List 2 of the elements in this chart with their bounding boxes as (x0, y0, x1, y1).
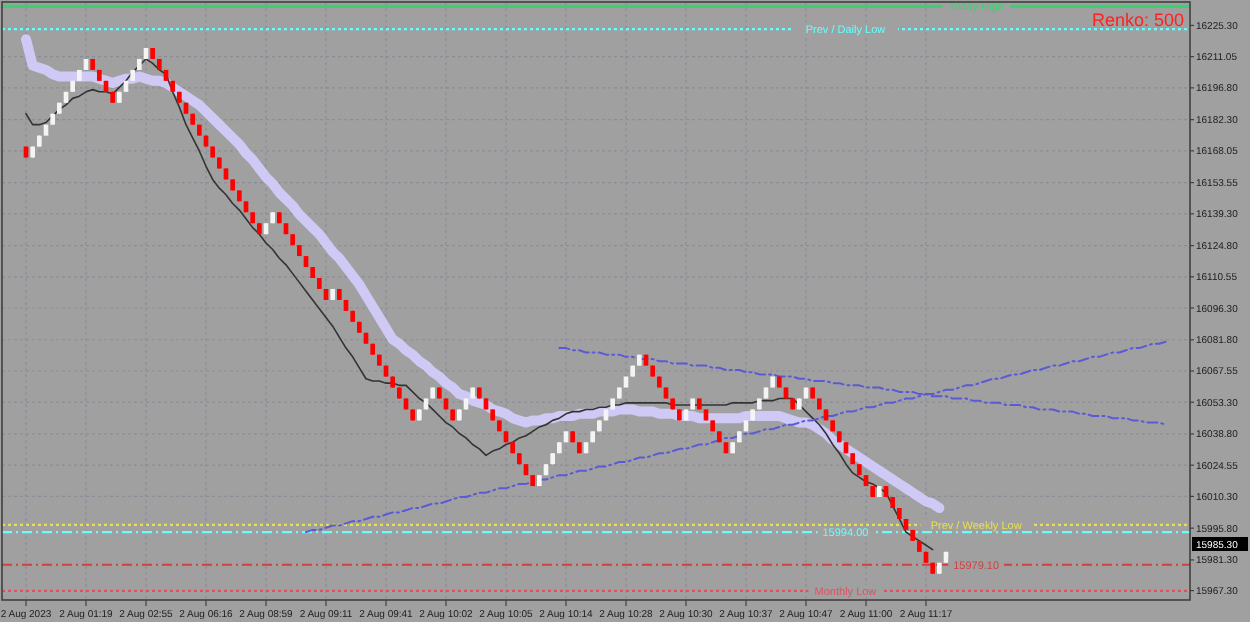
line-series (305, 340, 1167, 534)
annotation: Renko: 500 (1091, 10, 1184, 30)
